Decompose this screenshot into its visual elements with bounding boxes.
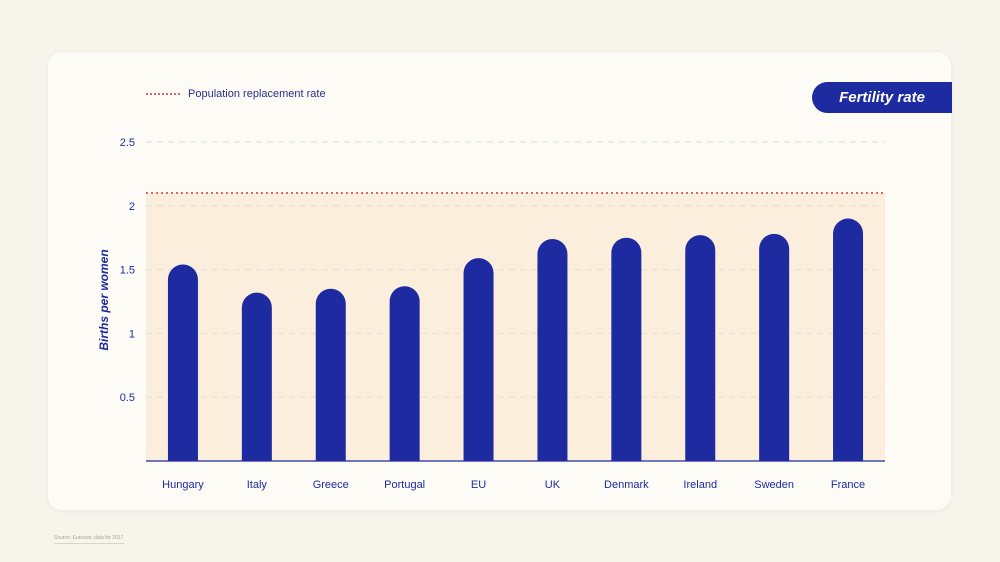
legend: Population replacement rate <box>146 88 326 100</box>
y-tick-label: 0.5 <box>120 392 135 404</box>
y-tick-label: 1.5 <box>120 265 135 277</box>
x-tick-label: Denmark <box>604 479 649 491</box>
bar-france <box>833 218 864 461</box>
y-tick-label: 1 <box>129 328 135 340</box>
bar-hungary <box>167 264 198 461</box>
x-tick-label: EU <box>471 479 486 491</box>
x-tick-label: Greece <box>313 479 349 491</box>
bar-uk <box>537 238 568 461</box>
source-footnote: Source: Eurostat, data for 2017 <box>54 535 124 544</box>
bar-eu <box>463 258 494 461</box>
bar-ireland <box>685 235 716 461</box>
x-tick-label: Portugal <box>384 479 425 491</box>
bar-italy <box>241 292 272 461</box>
y-tick-label: 2 <box>129 201 135 213</box>
x-tick-label: UK <box>545 479 561 491</box>
bar-denmark <box>611 237 642 461</box>
y-tick-label: 2.5 <box>120 137 135 149</box>
bar-sweden <box>759 233 790 461</box>
replacement-line-swatch <box>146 93 180 95</box>
bar-portugal <box>389 286 420 461</box>
legend-label: Population replacement rate <box>188 88 326 100</box>
x-tick-label: France <box>831 479 865 491</box>
x-tick-label: Italy <box>247 479 268 491</box>
fertility-rate-badge: Fertility rate <box>812 82 952 113</box>
x-tick-label: Ireland <box>683 479 717 491</box>
x-tick-label: Sweden <box>754 479 794 491</box>
x-tick-label: Hungary <box>162 479 204 491</box>
bar-greece <box>315 288 346 461</box>
